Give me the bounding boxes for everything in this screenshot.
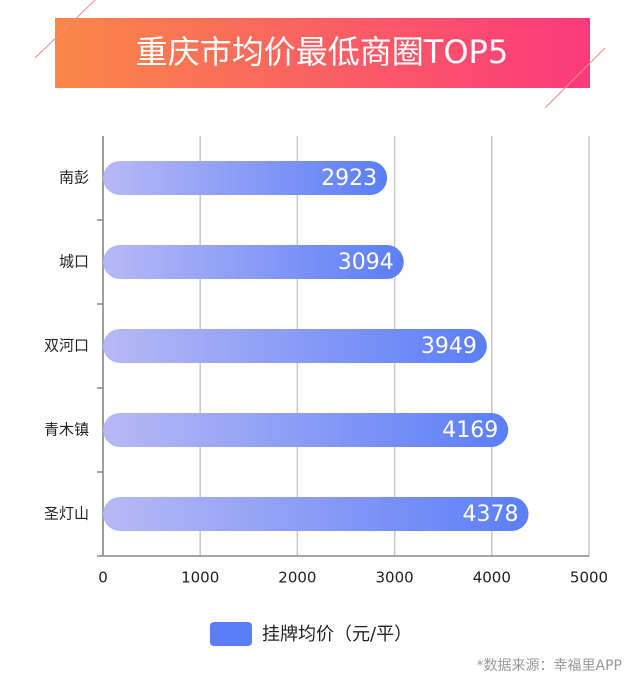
bar	[103, 245, 404, 279]
x-tick-label: 5000	[570, 569, 608, 587]
title-banner	[55, 18, 590, 88]
value-label: 4169	[442, 418, 498, 443]
x-tick-label: 3000	[376, 569, 414, 587]
x-tick-label: 4000	[473, 569, 511, 587]
value-label: 3949	[421, 334, 477, 359]
value-label: 4378	[463, 502, 519, 527]
x-tick-label: 0	[98, 569, 108, 587]
x-tick-label: 1000	[181, 569, 219, 587]
chart-title: 重庆市均价最低商圈TOP5	[136, 33, 508, 71]
value-label: 3094	[338, 250, 394, 275]
bar	[103, 161, 388, 195]
value-label: 2923	[321, 166, 377, 191]
y-tick-label: 南彭	[59, 169, 89, 187]
source-note: *数据来源：幸福里APP	[477, 658, 622, 674]
bar	[103, 329, 487, 363]
legend-label: 挂牌均价（元/平）	[262, 624, 412, 645]
decor-line	[34, 0, 96, 59]
y-tick-label: 双河口	[44, 337, 89, 355]
x-tick-label: 2000	[278, 569, 316, 587]
decor-line	[544, 47, 606, 109]
legend-swatch	[210, 622, 252, 646]
y-tick-label: 青木镇	[44, 421, 89, 439]
y-tick-label: 城口	[59, 253, 89, 271]
bar	[103, 497, 529, 531]
bar	[103, 413, 509, 447]
y-tick-label: 圣灯山	[44, 505, 89, 523]
